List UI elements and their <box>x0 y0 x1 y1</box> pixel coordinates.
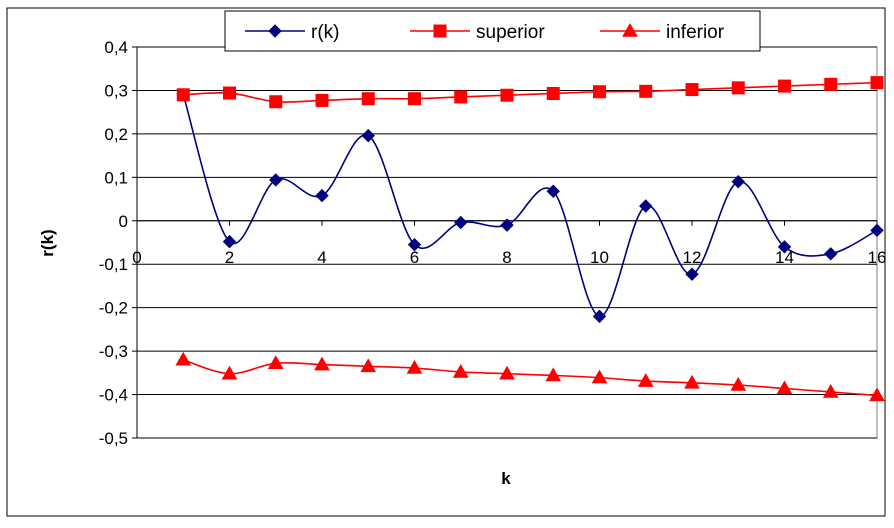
data-point <box>454 215 468 230</box>
series-triangle <box>175 351 885 402</box>
data-point <box>407 237 422 252</box>
series-line <box>183 359 878 397</box>
data-point <box>315 93 329 107</box>
data-point <box>361 128 375 143</box>
x-tick-label: 14 <box>775 248 794 267</box>
data-point <box>824 247 838 261</box>
data-point <box>731 81 745 95</box>
data-point <box>269 95 283 109</box>
y-axis-title: r(k) <box>38 229 57 256</box>
y-tick-label: -0,2 <box>99 299 128 318</box>
legend-label: inferior <box>666 22 725 43</box>
data-point <box>315 188 329 203</box>
legend: r(k) superior inferior <box>224 10 761 52</box>
data-point <box>360 358 377 373</box>
data-point <box>406 360 423 374</box>
x-tick-label: 12 <box>683 248 702 267</box>
data-point <box>730 376 747 391</box>
data-point <box>499 365 515 380</box>
legend-marker <box>622 22 638 37</box>
data-point <box>869 387 885 402</box>
data-point <box>822 383 839 398</box>
x-tick-label: 6 <box>410 248 419 267</box>
legend-marker <box>268 24 282 38</box>
x-tick-label: 0 <box>132 248 141 267</box>
data-point <box>824 77 838 91</box>
data-point <box>361 92 375 106</box>
x-tick-label: 10 <box>590 248 609 267</box>
y-tick-label: -0,4 <box>99 386 128 405</box>
data-point <box>777 240 792 254</box>
data-point <box>269 173 283 187</box>
data-point <box>731 174 745 189</box>
data-point <box>221 365 238 380</box>
data-point <box>500 218 514 232</box>
series-square <box>176 76 884 109</box>
y-tick-label: 0 <box>119 212 128 231</box>
y-tick-label: -0,3 <box>99 342 128 361</box>
series-line <box>183 81 878 103</box>
y-tick-label: -0,5 <box>99 429 128 448</box>
legend-label: superior <box>476 22 545 43</box>
x-tick-label: 4 <box>317 248 326 267</box>
legend-entry: inferior <box>600 22 725 43</box>
data-point <box>684 374 700 389</box>
data-point <box>546 184 560 198</box>
x-tick-label: 16 <box>868 248 887 267</box>
legend-marker <box>433 24 447 38</box>
data-point <box>223 86 236 100</box>
data-point <box>591 369 608 384</box>
data-point <box>685 83 699 97</box>
data-point <box>546 86 560 100</box>
y-tick-label: 0,1 <box>104 168 128 187</box>
data-point <box>222 234 237 249</box>
legend-entry: r(k) <box>245 22 339 43</box>
data-point <box>776 380 793 395</box>
data-point <box>639 199 653 213</box>
series-diamond <box>176 88 884 324</box>
data-point <box>545 367 562 382</box>
y-tick-label: 0,4 <box>104 38 128 57</box>
data-point <box>267 355 284 370</box>
data-point <box>685 267 699 281</box>
data-point <box>176 88 190 102</box>
data-point <box>408 92 421 106</box>
legend-label: r(k) <box>311 22 339 43</box>
data-point <box>639 84 653 98</box>
y-tick-label: 0,3 <box>104 81 128 100</box>
data-point <box>454 90 468 104</box>
x-tick-label: 2 <box>225 248 234 267</box>
data-point <box>637 373 654 387</box>
y-tick-label: -0,1 <box>99 255 128 274</box>
y-tick-label: 0,2 <box>104 125 128 144</box>
data-point <box>314 356 330 371</box>
data-point <box>175 351 192 366</box>
data-point <box>778 79 791 93</box>
data-point <box>593 85 606 99</box>
data-point <box>592 309 607 324</box>
x-tick-label: 8 <box>502 248 511 267</box>
legend-box <box>224 10 761 52</box>
data-point <box>870 76 884 90</box>
data-point <box>870 223 884 238</box>
x-axis-title: k <box>501 469 511 488</box>
data-point <box>452 363 469 378</box>
legend-entry: superior <box>410 22 545 43</box>
data-series <box>175 76 885 402</box>
data-point <box>500 88 514 102</box>
